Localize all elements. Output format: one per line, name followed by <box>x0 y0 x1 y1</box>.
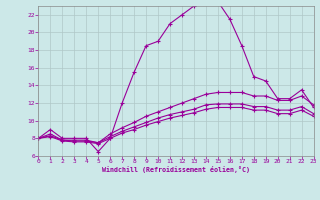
X-axis label: Windchill (Refroidissement éolien,°C): Windchill (Refroidissement éolien,°C) <box>102 166 250 173</box>
